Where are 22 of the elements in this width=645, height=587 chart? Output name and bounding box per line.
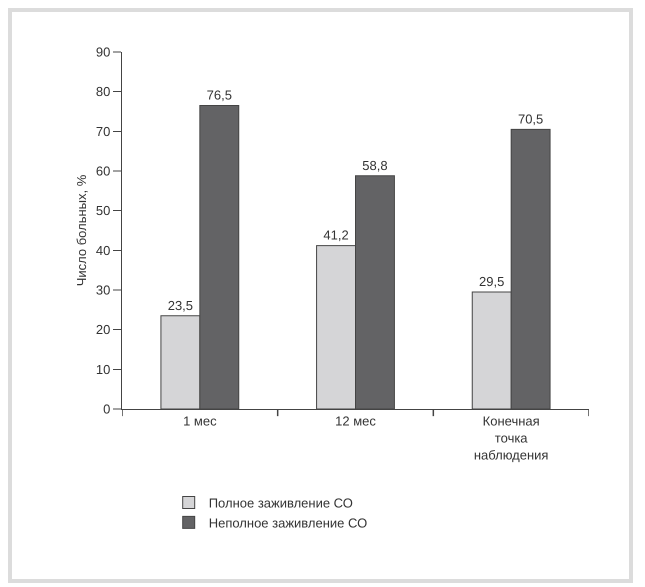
y-tick-label: 40 [96, 242, 110, 258]
y-tick-label: 90 [96, 44, 110, 60]
legend-label: Полное заживление СО [208, 496, 353, 511]
legend-label: Неполное заживление СО [208, 515, 368, 530]
y-tick-label: 80 [96, 84, 110, 100]
x-tick-label: Конечная точка наблюдения [474, 414, 548, 462]
data-label: 76,5 [206, 88, 232, 103]
data-label: 23,5 [168, 298, 194, 313]
data-label: 29,5 [479, 274, 504, 289]
y-axis-title: Число больных, % [74, 174, 89, 286]
y-tick-label: 50 [96, 203, 110, 218]
y-tick-label: 10 [96, 362, 110, 377]
x-tick-label: 1 мес [183, 414, 218, 429]
x-tick-label: 12 мес [335, 414, 376, 429]
data-label: 58,8 [362, 158, 388, 173]
y-tick-label: 70 [96, 124, 110, 139]
y-tick-label: 0 [103, 402, 110, 417]
data-label: 70,5 [518, 111, 544, 126]
y-tick-label: 20 [96, 322, 110, 338]
y-tick-label: 30 [96, 282, 110, 298]
y-tick-label: 60 [96, 164, 110, 179]
data-label: 41,2 [323, 228, 349, 243]
